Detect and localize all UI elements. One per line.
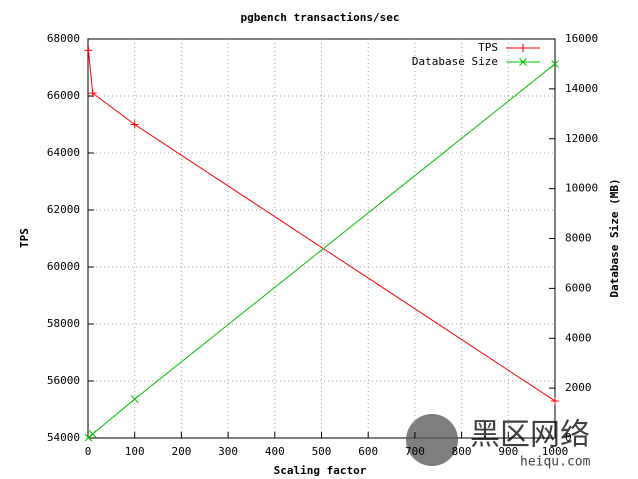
y-tick-label: 54000 xyxy=(47,431,80,444)
watermark-text: 黑区网络 xyxy=(470,418,590,453)
marker xyxy=(84,46,93,55)
marker xyxy=(551,60,559,68)
x-tick-label: 900 xyxy=(498,445,518,458)
x-tick-label: 300 xyxy=(218,445,238,458)
y-tick-label: 58000 xyxy=(47,317,80,330)
legend-label: Database Size xyxy=(412,55,498,68)
x-tick-label: 0 xyxy=(85,445,92,458)
x-tick-label: 1000 xyxy=(542,445,569,458)
x-tick-label: 800 xyxy=(452,445,472,458)
marker xyxy=(519,44,527,52)
y2-tick-label: 2000 xyxy=(565,381,592,394)
marker xyxy=(551,396,559,405)
x-axis-label: Scaling factor xyxy=(274,464,367,477)
y-tick-label: 56000 xyxy=(47,374,80,387)
y-tick-label: 64000 xyxy=(47,146,80,159)
watermark: 黑区网络 heiqu.com xyxy=(406,414,591,470)
marker xyxy=(519,58,527,66)
marker xyxy=(88,430,97,438)
marker xyxy=(130,120,139,129)
y2-tick-label: 6000 xyxy=(565,281,592,294)
marker xyxy=(88,89,97,98)
y2-tick-label: 8000 xyxy=(565,232,592,245)
y2-tick-label: 4000 xyxy=(565,331,592,344)
x-tick-label: 600 xyxy=(358,445,378,458)
chart-title: pgbench transactions/sec xyxy=(241,11,400,24)
legend-label: TPS xyxy=(478,41,498,54)
y2-tick-label: 0 xyxy=(565,431,572,444)
y-tick-label: 68000 xyxy=(47,32,80,45)
watermark-url: heiqu.com xyxy=(520,455,591,470)
series-line xyxy=(87,50,556,402)
y-tick-label: 66000 xyxy=(47,89,80,102)
y-tick-label: 62000 xyxy=(47,203,80,216)
y2-tick-label: 10000 xyxy=(565,182,598,195)
y2-tick-label: 12000 xyxy=(565,132,598,145)
plot-frame xyxy=(87,38,556,439)
x-tick-label: 400 xyxy=(265,445,285,458)
watermark-logo xyxy=(406,414,458,466)
y-axis-label: TPS xyxy=(18,228,31,248)
y2-axis-label: Database Size (MB) xyxy=(608,178,621,297)
y2-tick-label: 16000 xyxy=(565,32,598,45)
marker xyxy=(130,395,139,403)
x-tick-label: 100 xyxy=(125,445,145,458)
y2-tick-label: 14000 xyxy=(565,82,598,95)
y-tick-label: 60000 xyxy=(47,260,80,273)
x-tick-label: 700 xyxy=(405,445,425,458)
x-tick-label: 200 xyxy=(171,445,191,458)
x-tick-label: 500 xyxy=(312,445,332,458)
